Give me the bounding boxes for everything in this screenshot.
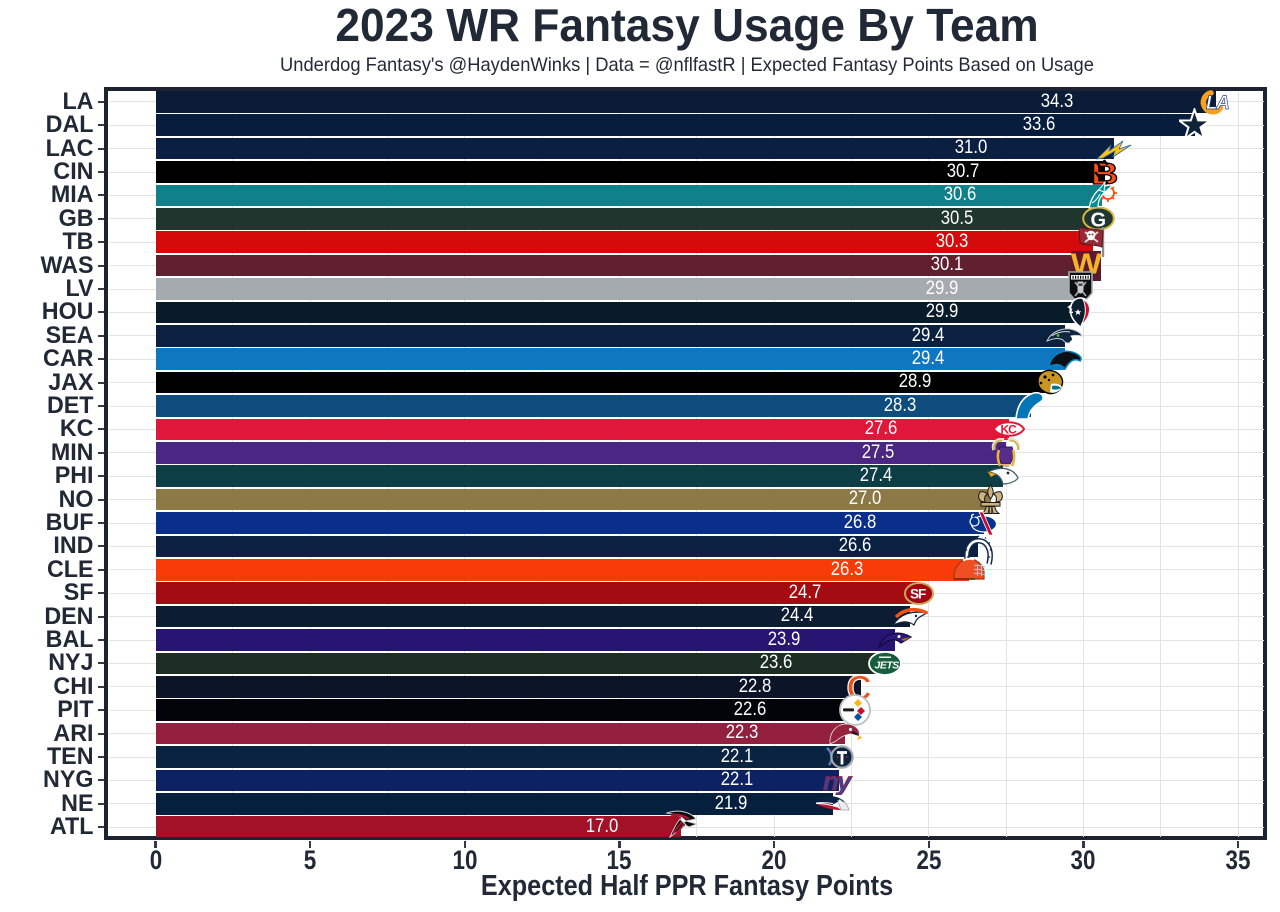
svg-text:SF: SF — [910, 586, 926, 601]
svg-text:JETS: JETS — [875, 659, 900, 671]
svg-text:G: G — [1091, 210, 1107, 231]
svg-text:LA: LA — [1206, 93, 1229, 114]
svg-text:KC: KC — [1001, 423, 1018, 437]
